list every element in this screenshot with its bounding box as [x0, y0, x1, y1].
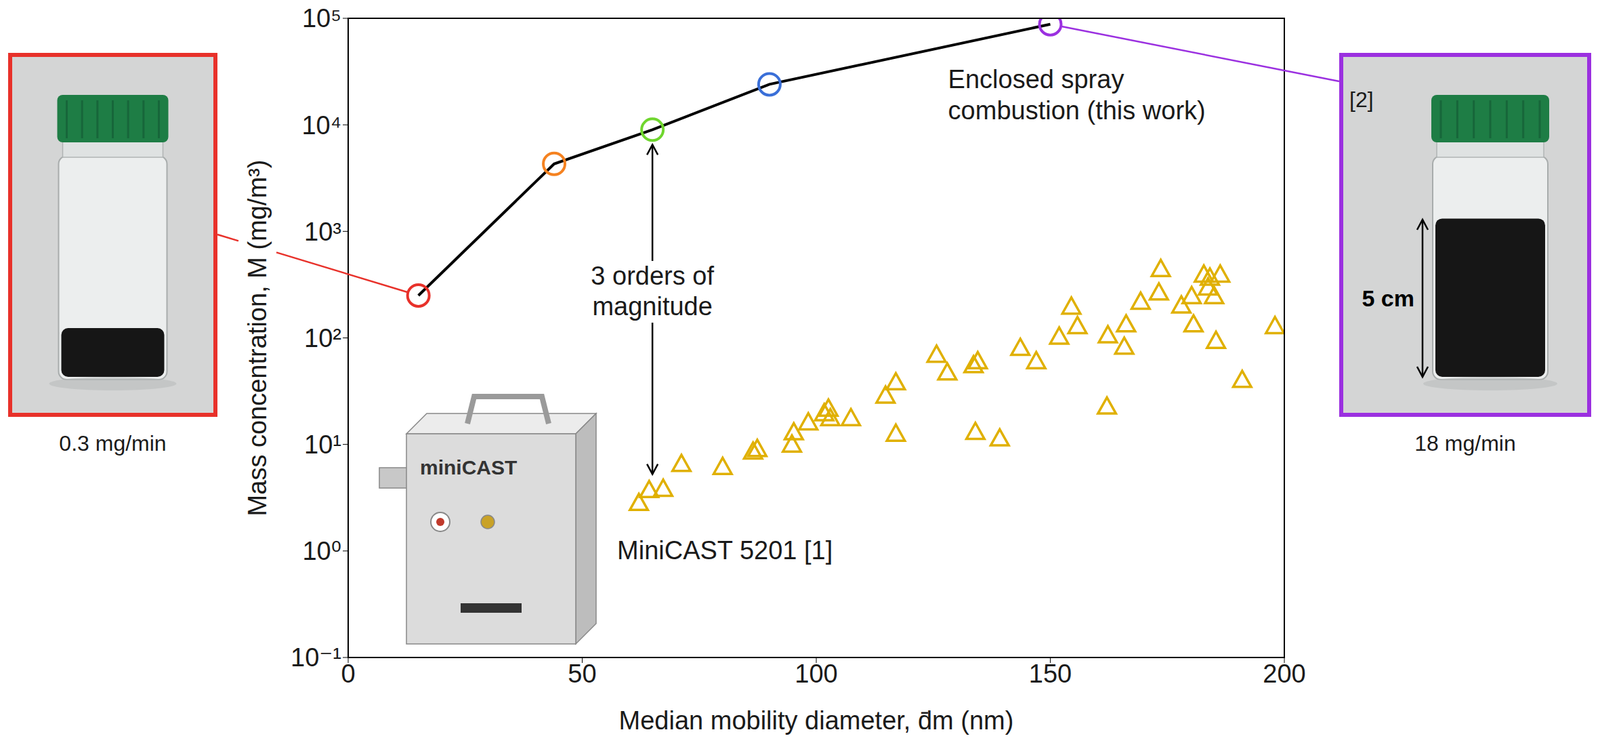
svg-text:10⁴: 10⁴	[301, 111, 342, 140]
html-text:MiniCAST 5201 [1]: MiniCAST 5201 [1]	[617, 535, 833, 565]
svg-text:10⁻¹: 10⁻¹	[290, 642, 342, 672]
svg-text:[2]: [2]	[1349, 87, 1374, 112]
svg-text:10⁰: 10⁰	[302, 536, 342, 565]
svg-text:5 cm: 5 cm	[1362, 285, 1416, 311]
svg-text:10¹: 10¹	[304, 430, 342, 459]
svg-text:150: 150	[1028, 659, 1072, 688]
html-text:Enclosed spray combustion (thi: Enclosed spray combustion (this work)	[948, 65, 1206, 125]
svg-text:0.3 mg/min: 0.3 mg/min	[58, 430, 166, 456]
svg-text:10³: 10³	[304, 217, 342, 246]
svg-text:50: 50	[567, 659, 597, 688]
html-text:3 orders of magnitude: 3 orders of magnitude	[590, 261, 714, 321]
svg-text:0: 0	[340, 659, 355, 688]
svg-text:200: 200	[1262, 659, 1306, 688]
svg-text:Median mobility diameter, d̄m: Median mobility diameter, d̄m (nm)	[619, 705, 1015, 735]
svg-text:miniCAST: miniCAST	[419, 455, 517, 479]
svg-text:10²: 10²	[304, 323, 342, 353]
svg-text:10⁵: 10⁵	[302, 4, 342, 33]
svg-text:Mass concentration, M (mg/m³): Mass concentration, M (mg/m³)	[243, 159, 272, 517]
svg-text:100: 100	[794, 659, 838, 688]
svg-text:18 mg/min: 18 mg/min	[1414, 430, 1516, 456]
